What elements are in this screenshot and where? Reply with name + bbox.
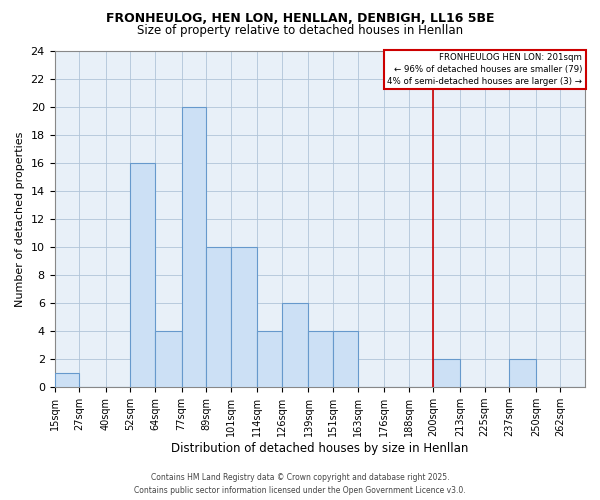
Bar [55, 373, 79, 387]
Bar [182, 108, 206, 387]
Bar [282, 304, 308, 387]
Text: Size of property relative to detached houses in Henllan: Size of property relative to detached ho… [137, 24, 463, 37]
Bar [308, 332, 333, 387]
Text: FRONHEULOG HEN LON: 201sqm
← 96% of detached houses are smaller (79)
4% of semi-: FRONHEULOG HEN LON: 201sqm ← 96% of deta… [388, 53, 583, 86]
Bar [433, 359, 460, 387]
Y-axis label: Number of detached properties: Number of detached properties [15, 132, 25, 307]
Bar [155, 332, 182, 387]
Text: Contains HM Land Registry data © Crown copyright and database right 2025.
Contai: Contains HM Land Registry data © Crown c… [134, 474, 466, 495]
Bar [230, 248, 257, 387]
X-axis label: Distribution of detached houses by size in Henllan: Distribution of detached houses by size … [171, 442, 469, 455]
Text: FRONHEULOG, HEN LON, HENLLAN, DENBIGH, LL16 5BE: FRONHEULOG, HEN LON, HENLLAN, DENBIGH, L… [106, 12, 494, 26]
Bar [130, 164, 155, 387]
Bar [257, 332, 282, 387]
Bar [333, 332, 358, 387]
Bar [509, 359, 536, 387]
Bar [206, 248, 230, 387]
